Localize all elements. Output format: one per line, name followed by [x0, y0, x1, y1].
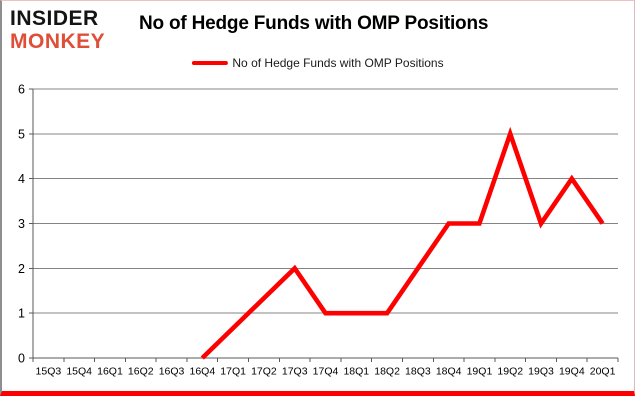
svg-text:5: 5	[18, 127, 25, 141]
svg-text:19Q1: 19Q1	[467, 366, 493, 378]
svg-text:17Q2: 17Q2	[251, 366, 277, 378]
chart-ticks	[29, 88, 619, 362]
svg-text:17Q4: 17Q4	[313, 366, 339, 378]
svg-text:17Q1: 17Q1	[220, 366, 246, 378]
svg-text:19Q2: 19Q2	[497, 366, 523, 378]
svg-text:16Q4: 16Q4	[189, 366, 215, 378]
chart-y-labels: 0 1 2 3 4 5 6	[18, 83, 25, 366]
chart-legend: No of Hedge Funds with OMP Positions	[191, 56, 444, 70]
legend-line-swatch	[191, 61, 228, 65]
svg-text:16Q1: 16Q1	[97, 366, 123, 378]
svg-text:16Q2: 16Q2	[128, 366, 154, 378]
svg-text:4: 4	[18, 172, 25, 186]
svg-text:1: 1	[18, 307, 25, 321]
svg-text:16Q3: 16Q3	[159, 366, 185, 378]
chart-series-line	[200, 126, 605, 360]
svg-text:18Q3: 18Q3	[405, 366, 431, 378]
legend-label: No of Hedge Funds with OMP Positions	[232, 56, 444, 70]
series-no-of-hedge-funds-line	[200, 126, 605, 360]
svg-text:19Q4: 19Q4	[559, 366, 585, 378]
logo-text-insider: INSIDER	[10, 7, 99, 30]
svg-text:18Q1: 18Q1	[343, 366, 369, 378]
insider-monkey-logo: INSIDER MONKEY	[10, 7, 105, 53]
chart-title: No of Hedge Funds with OMP Positions	[139, 13, 489, 34]
logo-text-monkey: MONKEY	[10, 30, 106, 53]
svg-text:18Q2: 18Q2	[374, 366, 400, 378]
svg-text:19Q3: 19Q3	[528, 366, 554, 378]
svg-text:15Q4: 15Q4	[66, 366, 92, 378]
chart-frame	[0, 0, 635, 396]
svg-text:2: 2	[18, 262, 25, 276]
svg-text:18Q4: 18Q4	[436, 366, 462, 378]
svg-text:6: 6	[18, 83, 25, 97]
chart-x-labels: 15Q3 15Q4 16Q1 16Q2 16Q3 16Q4 17Q1 17Q2 17Q3 17Q4…	[36, 366, 616, 378]
svg-text:3: 3	[18, 217, 25, 231]
svg-text:0: 0	[18, 352, 25, 366]
svg-text:15Q3: 15Q3	[36, 366, 62, 378]
svg-text:17Q3: 17Q3	[282, 366, 308, 378]
svg-text:20Q1: 20Q1	[590, 366, 616, 378]
chart-gridlines	[33, 88, 618, 314]
